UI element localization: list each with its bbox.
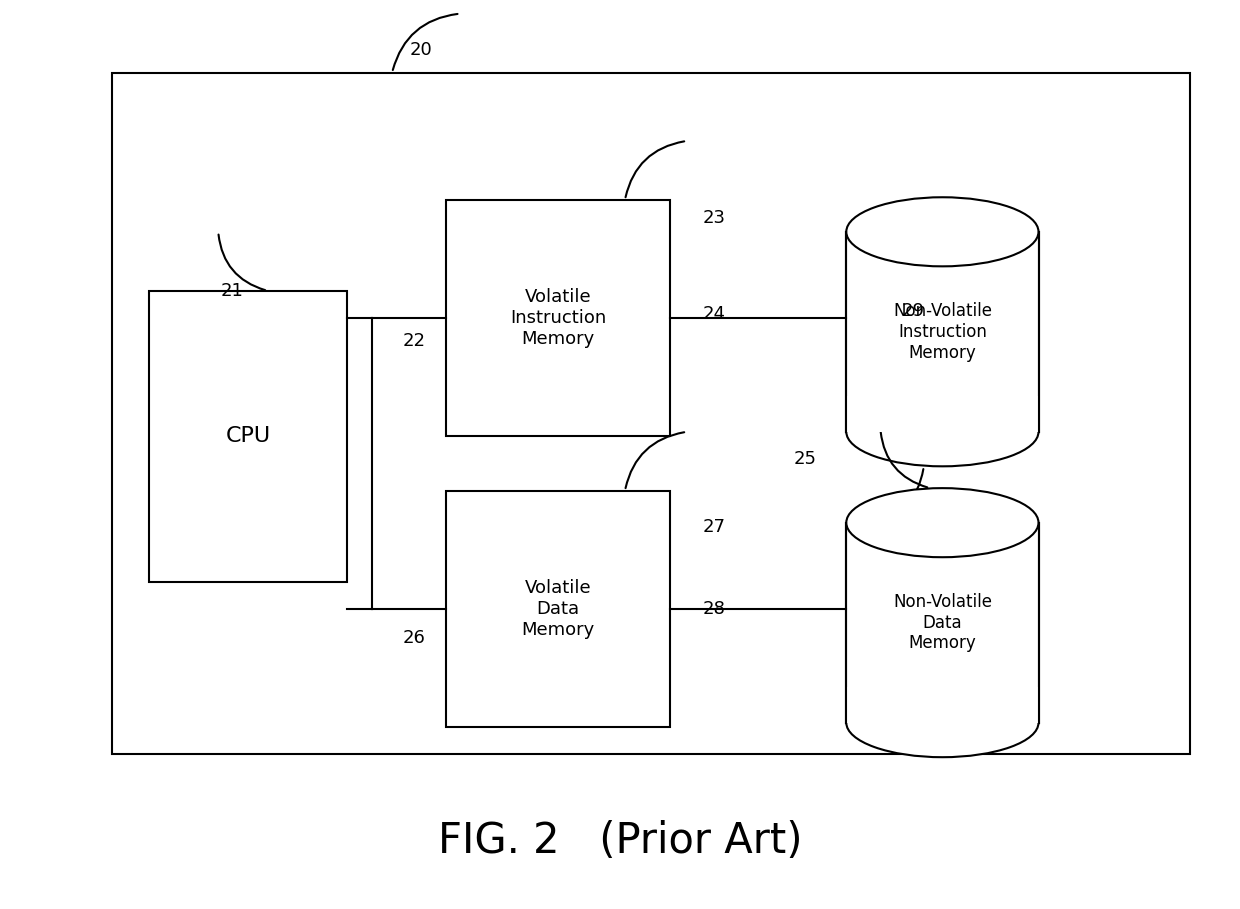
Bar [846, 232, 1039, 432]
Text: 25: 25 [794, 450, 817, 468]
Text: 23: 23 [703, 209, 727, 227]
Text: Volatile
Instruction
Memory: Volatile Instruction Memory [510, 288, 606, 348]
Ellipse shape [846, 397, 1039, 466]
Text: 20: 20 [409, 41, 432, 59]
Text: 24: 24 [703, 305, 727, 323]
Bar [846, 396, 1039, 432]
Text: 28: 28 [703, 600, 725, 618]
Bar [112, 73, 1190, 754]
Text: Non-Volatile
Data
Memory: Non-Volatile Data Memory [893, 593, 992, 653]
Text: 27: 27 [703, 518, 727, 536]
Bar [446, 491, 670, 727]
Bar [846, 523, 1039, 723]
Text: CPU: CPU [226, 426, 270, 446]
Ellipse shape [846, 688, 1039, 757]
Text: 29: 29 [901, 302, 925, 320]
Text: 21: 21 [221, 282, 243, 300]
Text: 26: 26 [403, 629, 425, 647]
Bar [446, 200, 670, 436]
Text: Volatile
Data
Memory: Volatile Data Memory [521, 579, 595, 639]
Bar [846, 687, 1039, 723]
Text: FIG. 2   (Prior Art): FIG. 2 (Prior Art) [438, 820, 802, 862]
Text: 22: 22 [403, 332, 427, 350]
Ellipse shape [846, 197, 1039, 266]
Ellipse shape [846, 488, 1039, 557]
Bar [149, 291, 347, 582]
Text: Non-Volatile
Instruction
Memory: Non-Volatile Instruction Memory [893, 302, 992, 362]
